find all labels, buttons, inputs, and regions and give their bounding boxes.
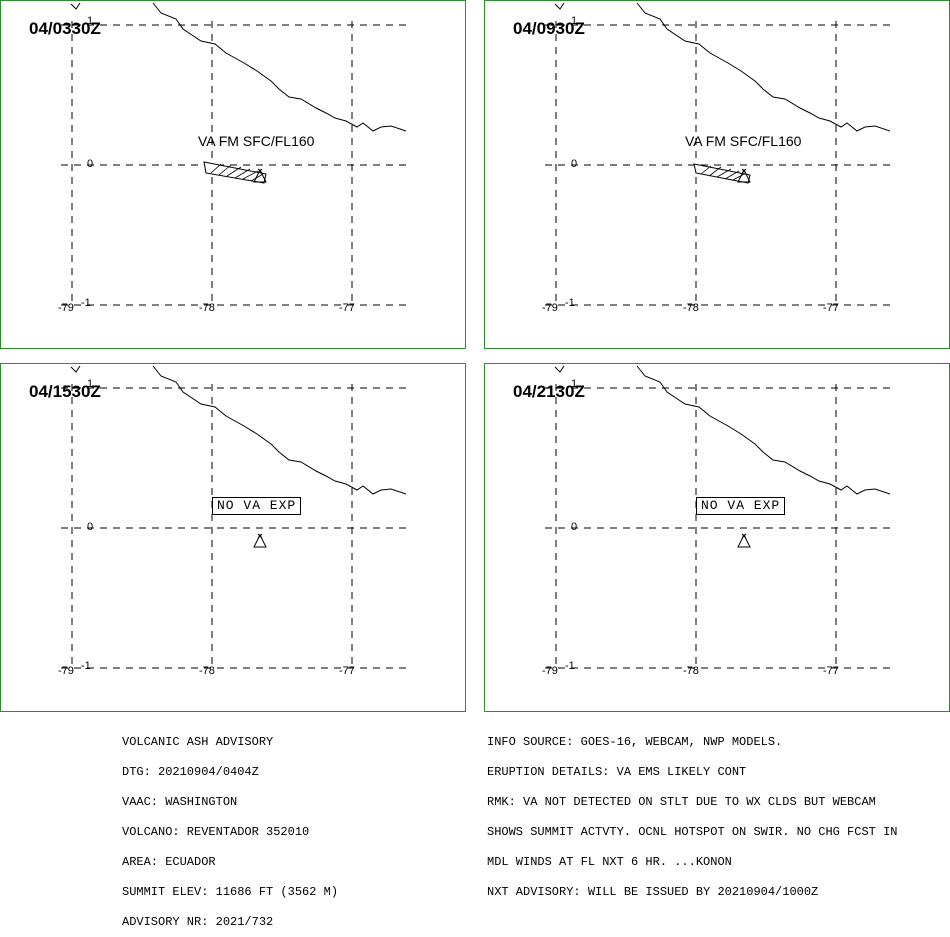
lon-label-79: -79 (58, 665, 74, 677)
coastline (636, 365, 891, 495)
ash-polygon (203, 161, 267, 184)
time-label: 04/0930Z (513, 19, 585, 38)
lon-label-77: -77 (823, 302, 839, 314)
advisory-line: MDL WINDS AT FL NXT 6 HR. ...KONON (487, 855, 732, 869)
coastline-edge (70, 365, 81, 373)
lat-label-m1: -1 (81, 297, 91, 309)
advisory-line: VOLCANO: REVENTADOR 352010 (122, 825, 310, 839)
coastline (636, 2, 891, 132)
lon-label-79: -79 (58, 302, 74, 314)
volcano-triangle-icon (253, 168, 267, 183)
lat-label-0: 0 (571, 521, 578, 533)
advisory-info-right: INFO SOURCE: GOES-16, WEBCAM, NWP MODELS… (487, 717, 897, 907)
advisory-line: ADVISORY NR: 2021/732 (122, 915, 274, 929)
lon-label-78: -78 (683, 665, 699, 677)
lat-label-1: 1 (571, 15, 578, 27)
forecast-panel-0930z: 04/0930Z VA FM SFC/FL160 1 0 -1 -79 -78 … (484, 0, 950, 349)
advisory-line: SHOWS SUMMIT ACTVTY. OCNL HOTSPOT ON SWI… (487, 825, 898, 839)
time-label: 04/0330Z (29, 19, 101, 38)
lon-label-78: -78 (683, 302, 699, 314)
advisory-line: AREA: ECUADOR (122, 855, 216, 869)
lat-label-m1: -1 (565, 660, 575, 672)
coastline (152, 365, 407, 495)
coastline (152, 2, 407, 132)
forecast-panel-0330z: 04/0330Z VA FM SFC/FL160 1 0 -1 -79 -78 … (0, 0, 466, 349)
ash-altitude-label: VA FM SFC/FL160 (685, 133, 802, 149)
lon-label-77: -77 (339, 302, 355, 314)
advisory-line: NXT ADVISORY: WILL BE ISSUED BY 20210904… (487, 885, 819, 899)
map-grid (545, 365, 891, 669)
lat-label-1: 1 (87, 15, 94, 27)
volcano-triangle-icon (253, 533, 267, 548)
forecast-panel-1530z: 04/1530Z NO VA EXP 1 0 -1 -79 -78 -77 (0, 363, 466, 712)
lat-label-m1: -1 (81, 660, 91, 672)
lon-label-79: -79 (542, 302, 558, 314)
lon-label-79: -79 (542, 665, 558, 677)
lon-label-77: -77 (339, 665, 355, 677)
coastline-edge (554, 365, 565, 373)
no-va-exp-label: NO VA EXP (696, 497, 786, 515)
lat-label-0: 0 (87, 158, 94, 170)
lat-label-0: 0 (87, 521, 94, 533)
advisory-line: INFO SOURCE: GOES-16, WEBCAM, NWP MODELS… (487, 735, 783, 749)
lat-label-m1: -1 (565, 297, 575, 309)
coastline-edge (70, 2, 81, 10)
advisory-line: VAAC: WASHINGTON (122, 795, 238, 809)
volcano-triangle-icon (737, 168, 751, 183)
lat-label-0: 0 (571, 158, 578, 170)
lon-label-77: -77 (823, 665, 839, 677)
advisory-line: RMK: VA NOT DETECTED ON STLT DUE TO WX C… (487, 795, 876, 809)
lon-label-78: -78 (199, 302, 215, 314)
lat-label-1: 1 (571, 378, 578, 390)
advisory-line: ERUPTION DETAILS: VA EMS LIKELY CONT (487, 765, 747, 779)
advisory-line: SUMMIT ELEV: 11686 FT (3562 M) (122, 885, 339, 899)
ash-altitude-label: VA FM SFC/FL160 (198, 133, 315, 149)
advisory-info-left: VOLCANIC ASH ADVISORY DTG: 20210904/0404… (122, 717, 338, 937)
time-label: 04/1530Z (29, 382, 101, 401)
ash-polygon (693, 163, 751, 184)
map-grid (61, 365, 407, 669)
coastline-edge (554, 2, 565, 10)
map-grid (545, 2, 891, 306)
advisory-line: DTG: 20210904/0404Z (122, 765, 259, 779)
map-grid (61, 2, 407, 306)
lat-label-1: 1 (87, 378, 94, 390)
advisory-line: VOLCANIC ASH ADVISORY (122, 735, 274, 749)
lon-label-78: -78 (199, 665, 215, 677)
forecast-panel-2130z: 04/2130Z NO VA EXP 1 0 -1 -79 -78 -77 (484, 363, 950, 712)
volcano-triangle-icon (737, 533, 751, 548)
time-label: 04/2130Z (513, 382, 585, 401)
no-va-exp-label: NO VA EXP (212, 497, 302, 515)
